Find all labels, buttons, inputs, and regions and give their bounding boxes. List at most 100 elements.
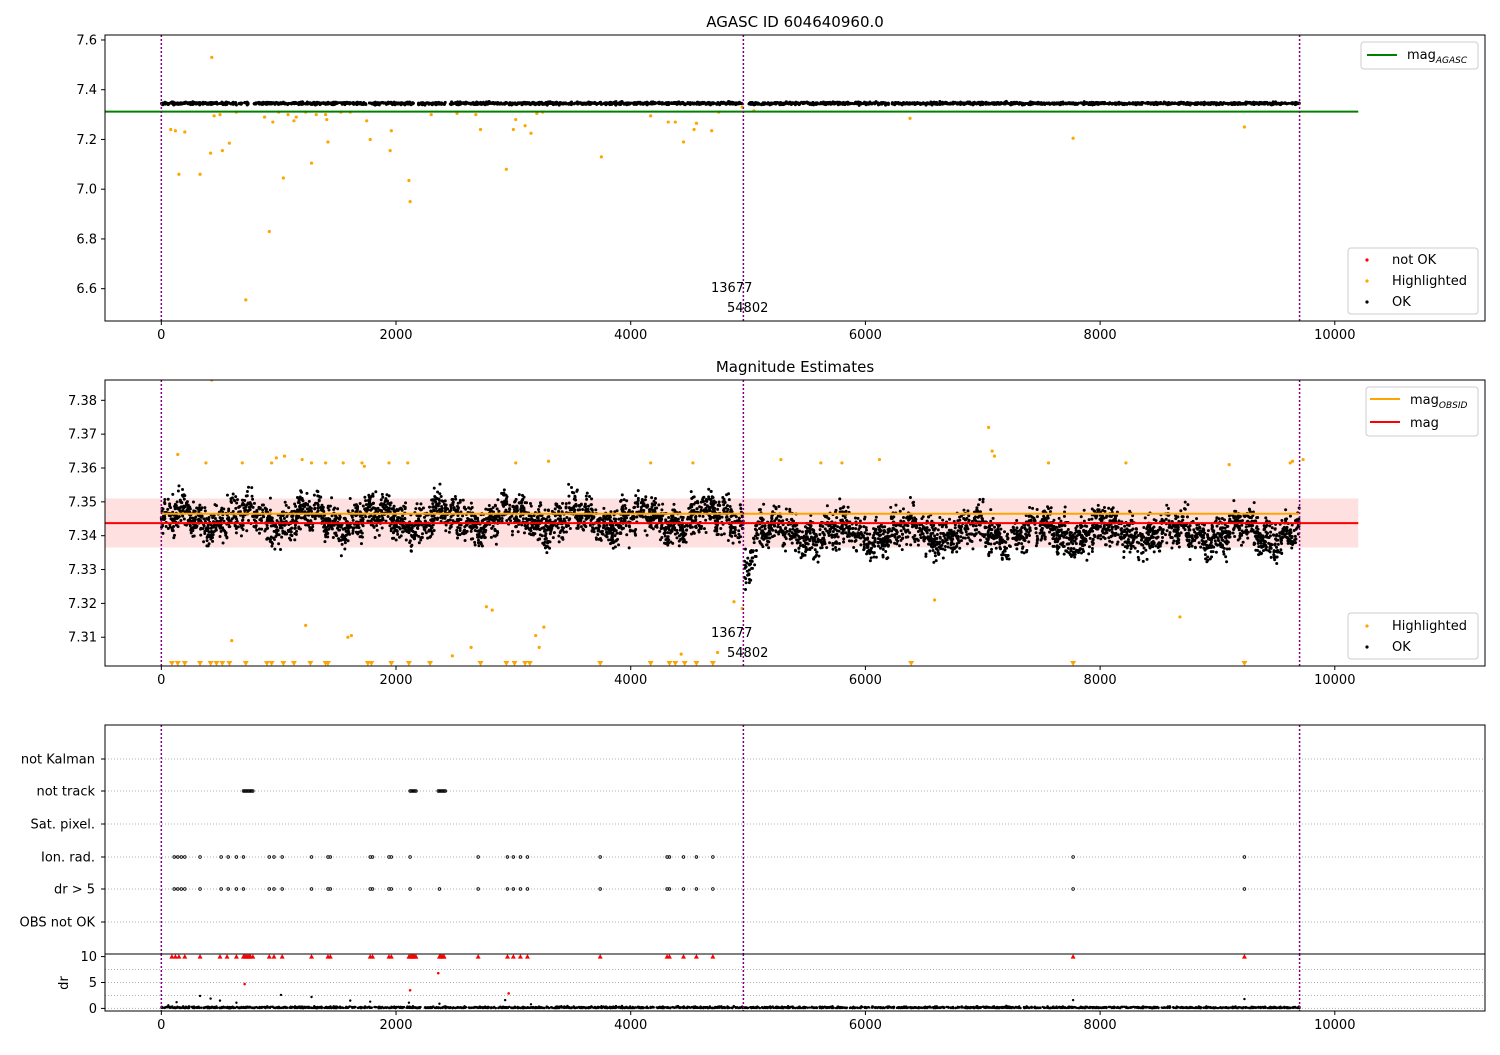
- highlighted-point: [649, 114, 652, 117]
- y-tick-label: 6.6: [76, 282, 97, 297]
- ok-point: [464, 539, 467, 542]
- ok-point: [642, 509, 645, 512]
- ok-point: [1115, 102, 1118, 105]
- ok-point: [362, 504, 365, 507]
- ok-point: [614, 100, 617, 103]
- ok-point: [922, 515, 925, 518]
- highlighted-point: [479, 128, 482, 131]
- ok-point: [1229, 102, 1232, 105]
- ok-point: [1204, 549, 1207, 552]
- ok-point: [944, 540, 947, 543]
- ok-point: [565, 502, 568, 505]
- ok-point: [287, 506, 290, 509]
- ok-point: [317, 504, 320, 507]
- ok-point: [1013, 102, 1016, 105]
- ok-point: [1018, 102, 1021, 105]
- ok-point: [900, 102, 903, 105]
- ok-point: [947, 546, 950, 549]
- ok-point: [181, 488, 184, 491]
- ok-point: [1222, 101, 1225, 104]
- ok-point: [1233, 535, 1236, 538]
- ok-point: [381, 493, 384, 496]
- highlighted-point: [682, 140, 685, 143]
- ok-point: [993, 526, 996, 529]
- ok-point: [797, 550, 800, 553]
- ok-point: [801, 101, 804, 104]
- ok-point: [621, 101, 624, 104]
- ok-point: [322, 101, 325, 104]
- ok-point: [1158, 549, 1161, 552]
- ok-point: [616, 509, 619, 512]
- ok-point: [803, 539, 806, 542]
- ok-point: [568, 519, 571, 522]
- ok-point: [1083, 100, 1086, 103]
- highlighted-point: [209, 152, 212, 155]
- ok-point: [382, 102, 385, 105]
- legend-marker-not-ok: [1365, 258, 1368, 261]
- ok-point: [1001, 558, 1004, 561]
- ok-point: [219, 102, 222, 105]
- highlighted-point: [244, 298, 247, 301]
- ok-point: [363, 496, 366, 499]
- ok-point: [710, 102, 713, 105]
- ok-point: [258, 532, 261, 535]
- ok-point: [976, 102, 979, 105]
- ok-point: [672, 503, 675, 506]
- ok-point: [251, 495, 254, 498]
- ok-point: [937, 102, 940, 105]
- ok-point: [650, 496, 653, 499]
- agasc-axes-frame: [105, 35, 1485, 321]
- ok-point: [737, 102, 740, 105]
- ok-point: [1108, 545, 1111, 548]
- ok-point: [1215, 103, 1218, 106]
- ok-point: [746, 557, 749, 560]
- ok-point: [805, 532, 808, 535]
- ok-point: [670, 102, 673, 105]
- ok-point: [870, 102, 873, 105]
- highlighted-point: [430, 113, 433, 116]
- ok-point: [416, 502, 419, 505]
- ok-point: [724, 103, 727, 106]
- ok-point: [519, 515, 522, 518]
- ok-point: [682, 540, 685, 543]
- ok-point: [977, 503, 980, 506]
- ok-point: [1118, 102, 1121, 105]
- ok-point: [333, 102, 336, 105]
- ok-point: [1035, 544, 1038, 547]
- ok-point: [380, 498, 383, 501]
- legend-marker-ok: [1365, 300, 1368, 303]
- ok-point: [449, 103, 452, 106]
- ok-point: [364, 515, 367, 518]
- ok-point: [644, 529, 647, 532]
- ok-point: [1103, 506, 1106, 509]
- ok-point: [681, 102, 684, 105]
- ok-point: [351, 532, 354, 535]
- ok-point: [354, 102, 357, 105]
- highlighted-point: [524, 124, 527, 127]
- ok-point: [836, 102, 839, 105]
- ok-point: [1280, 542, 1283, 545]
- ok-point: [459, 102, 462, 105]
- highlighted-point: [667, 120, 670, 123]
- agasc-line-legend: magAGASC: [1361, 42, 1478, 69]
- ok-point: [205, 103, 208, 106]
- ok-point: [839, 507, 842, 510]
- ok-point: [801, 530, 804, 533]
- ok-point: [575, 101, 578, 104]
- ok-point: [167, 498, 170, 501]
- ok-point: [689, 103, 692, 106]
- ok-point: [567, 495, 570, 498]
- ok-point: [323, 540, 326, 543]
- ok-point: [279, 548, 282, 551]
- ok-point: [572, 102, 575, 105]
- ok-point: [941, 525, 944, 528]
- ok-point: [863, 531, 866, 534]
- ok-point: [792, 101, 795, 104]
- ok-point: [506, 495, 509, 498]
- ok-point: [418, 541, 421, 544]
- ok-point: [997, 525, 1000, 528]
- ok-point: [1226, 102, 1229, 105]
- ok-point: [372, 102, 375, 105]
- ok-point: [882, 102, 885, 105]
